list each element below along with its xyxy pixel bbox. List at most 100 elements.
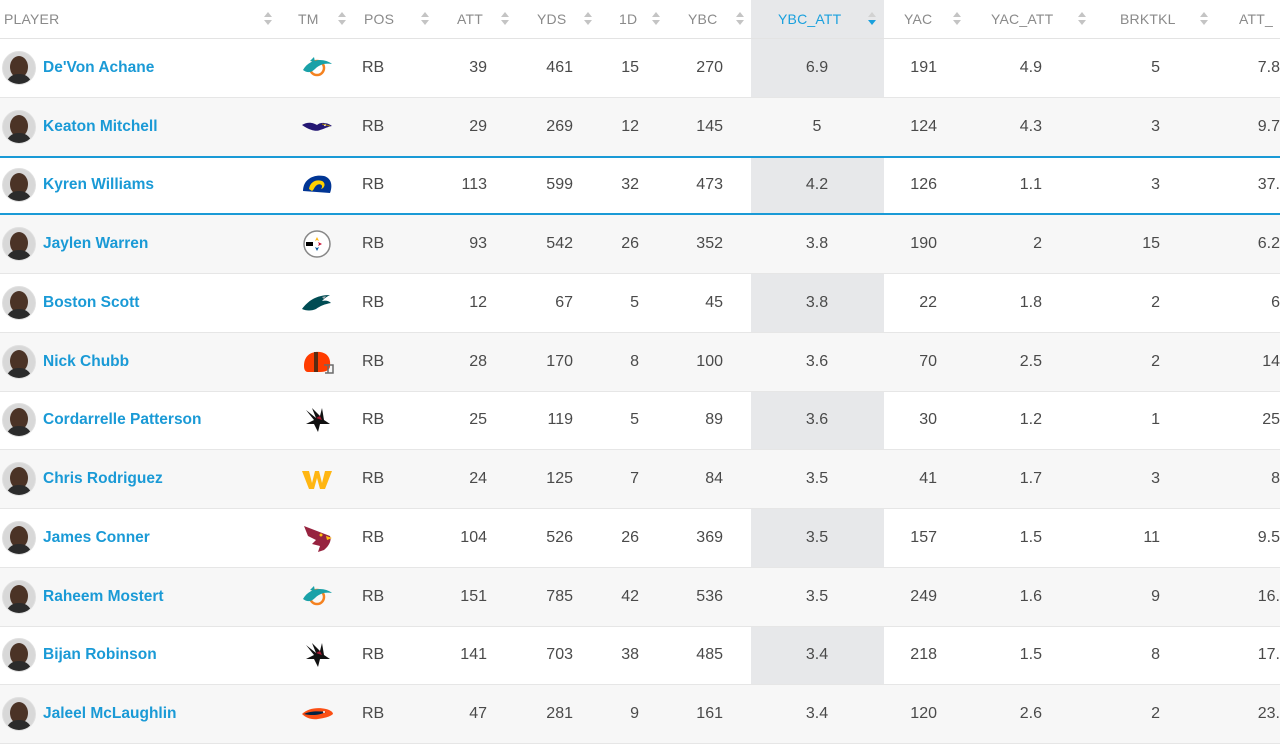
falcons-logo-icon: [300, 639, 334, 671]
header-att-br[interactable]: ATT_: [1239, 11, 1273, 27]
table-row[interactable]: Raheem Mostert RB 151 785 42 536 3.5 249 1.6 9 16.: [0, 567, 1280, 627]
att-cell: 29: [469, 117, 487, 135]
brktkl-cell: 2: [1151, 293, 1160, 311]
table-row[interactable]: Jaleel McLaughlin RB 47 281 9 161 3.4 120 2.6 2 23…: [0, 685, 1280, 744]
yac-att-cell: 1.6: [1019, 587, 1042, 605]
player-name-link[interactable]: Chris Rodriguez: [43, 470, 163, 488]
rams-logo-icon: [300, 169, 334, 201]
ybc-att-cell: 3.4: [805, 646, 829, 664]
table-row[interactable]: Kyren Williams RB 113 599 32 473 4.2 126 1.1 3 37.: [0, 155, 1280, 216]
position-cell: RB: [362, 352, 385, 370]
yds-cell: 170: [546, 352, 573, 370]
yac-att-cell: 4.9: [1019, 58, 1042, 76]
table-row[interactable]: Nick Chubb RB 28 170 8 100 3.6 70 2.5 2 14: [0, 332, 1280, 392]
att-cell: 113: [461, 176, 487, 194]
player-name-link[interactable]: Cordarrelle Patterson: [43, 411, 202, 429]
table-row[interactable]: Jaylen Warren RB 93 542 26 352 3.8 190 2 15 6.2: [0, 215, 1280, 274]
steelers-logo-icon: [300, 228, 334, 260]
brktkl-cell: 3: [1151, 176, 1160, 194]
ybc-cell: 145: [696, 117, 723, 135]
yac-cell: 70: [919, 352, 937, 370]
yac-att-cell: 1.1: [1019, 176, 1042, 194]
player-name-link[interactable]: Bijan Robinson: [43, 646, 157, 664]
brktkl-cell: 15: [1142, 235, 1160, 253]
player-name-link[interactable]: Keaton Mitchell: [43, 117, 158, 135]
player-avatar: [2, 227, 36, 262]
player-name-link[interactable]: Boston Scott: [43, 293, 140, 311]
yac-cell: 120: [910, 705, 937, 723]
eagles-logo-icon: [300, 287, 334, 319]
yac-cell: 124: [910, 117, 937, 135]
table-row[interactable]: James Conner RB 104 526 26 369 3.5 157 1.5 11 9.5: [0, 509, 1280, 568]
header-yac-att[interactable]: YAC_ATT: [991, 0, 1087, 38]
table-row[interactable]: Boston Scott RB 12 67 5 45 3.8 22 1.8 2 6: [0, 274, 1280, 333]
player-avatar: [2, 109, 36, 144]
att-br-cell: 25: [1262, 411, 1280, 429]
cardinals-logo-icon: [300, 522, 334, 554]
brktkl-cell: 2: [1151, 705, 1160, 723]
yds-cell: 67: [555, 293, 573, 311]
position-cell: RB: [362, 528, 385, 546]
yac-cell: 22: [919, 293, 937, 311]
ybc-att-cell: 3.6: [805, 352, 829, 370]
player-avatar: [2, 638, 36, 673]
sort-icon: [338, 12, 346, 26]
brktkl-cell: 8: [1151, 646, 1160, 664]
header-yds[interactable]: YDS: [537, 0, 593, 38]
att-br-cell: 6.2: [1257, 235, 1280, 253]
brktkl-cell: 9: [1151, 587, 1160, 605]
header-ybc-att[interactable]: YBC_ATT: [751, 0, 884, 38]
yac-att-cell: 1.2: [1019, 411, 1042, 429]
fd-cell: 15: [621, 58, 639, 76]
table-row[interactable]: Chris Rodriguez RB 24 125 7 84 3.5 41 1.7 3 8: [0, 450, 1280, 509]
player-name-link[interactable]: Jaleel McLaughlin: [43, 705, 177, 723]
fd-cell: 5: [630, 411, 639, 429]
ybc-att-cell: 6.9: [805, 58, 829, 76]
ybc-cell: 84: [705, 470, 723, 488]
sort-icon: [584, 12, 592, 26]
table-row[interactable]: De'Von Achane RB 39 461 15 270 6.9 191 4.9 5 7.8: [0, 39, 1280, 98]
header-yac[interactable]: YAC: [904, 0, 962, 38]
player-name-link[interactable]: De'Von Achane: [43, 58, 155, 76]
header-position[interactable]: POS: [364, 0, 430, 38]
player-name-link[interactable]: James Conner: [43, 528, 150, 546]
ybc-att-cell: 3.5: [805, 470, 829, 488]
header-att[interactable]: ATT: [457, 0, 513, 38]
header-broken-tackles[interactable]: BRKTKL: [1120, 0, 1210, 38]
player-avatar: [2, 697, 36, 732]
ybc-cell: 270: [696, 58, 723, 76]
ybc-att-cell: 3.6: [805, 411, 829, 429]
position-cell: RB: [362, 705, 385, 723]
player-avatar: [2, 462, 36, 497]
player-avatar: [2, 168, 36, 203]
table-row[interactable]: Cordarrelle Patterson RB 25 119 5 89 3.6 30 1.2 1…: [0, 392, 1280, 451]
header-ybc[interactable]: YBC: [688, 0, 746, 38]
broncos-logo-icon: [300, 698, 334, 730]
ybc-cell: 45: [705, 293, 723, 311]
att-br-cell: 14: [1262, 352, 1280, 370]
yac-att-cell: 1.7: [1019, 470, 1042, 488]
position-cell: RB: [362, 470, 385, 488]
att-br-cell: 23.: [1257, 705, 1280, 723]
att-br-cell: 9.5: [1257, 528, 1280, 546]
player-name-link[interactable]: Nick Chubb: [43, 352, 130, 370]
player-name-link[interactable]: Jaylen Warren: [43, 235, 149, 253]
table-row[interactable]: Bijan Robinson RB 141 703 38 485 3.4 218 1.5 8 17.: [0, 627, 1280, 686]
header-team[interactable]: TM: [298, 0, 348, 38]
table-row[interactable]: Keaton Mitchell RB 29 269 12 145 5 124 4.3 3 9.7: [0, 97, 1280, 157]
att-cell: 93: [469, 235, 487, 253]
att-cell: 28: [469, 352, 487, 370]
yac-cell: 157: [910, 528, 937, 546]
ravens-logo-icon: [300, 111, 334, 143]
player-avatar: [2, 520, 36, 555]
ybc-cell: 100: [696, 352, 723, 370]
header-player[interactable]: PLAYER: [4, 0, 274, 38]
header-first-downs[interactable]: 1D: [619, 0, 661, 38]
player-name-link[interactable]: Raheem Mostert: [43, 587, 164, 605]
position-cell: RB: [362, 646, 385, 664]
player-name-link[interactable]: Kyren Williams: [43, 176, 154, 194]
fd-cell: 8: [630, 352, 639, 370]
ybc-att-cell: 4.2: [805, 176, 829, 194]
falcons-logo-icon: [300, 404, 334, 436]
att-br-cell: 7.8: [1257, 58, 1280, 76]
